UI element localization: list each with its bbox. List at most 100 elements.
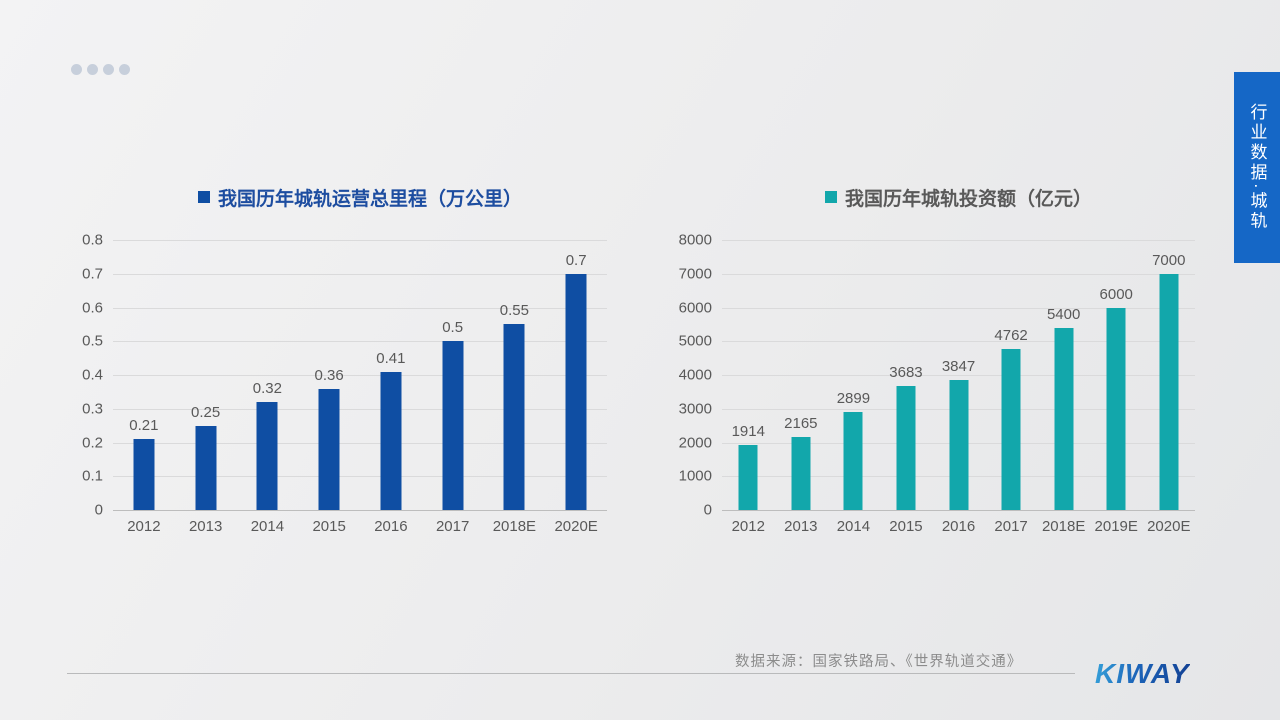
side-tab-industry-data: 行业数据·城轨 xyxy=(1234,72,1280,263)
bar-slot: 0.36 xyxy=(298,240,360,510)
x-tick-label: 2017 xyxy=(994,518,1028,535)
data-source-note: 数据来源：国家铁路局、《世界轨道交通》 xyxy=(735,654,1023,670)
bar-slot: 0.41 xyxy=(360,240,422,510)
footer-divider xyxy=(67,673,1075,674)
plot-area: 0.21 0.25 0.32 0.36 0.41 0.5 0.55 0.7 xyxy=(113,240,607,511)
y-tick-label: 0.1 xyxy=(82,467,103,485)
bar-value-label: 4762 xyxy=(994,327,1028,345)
bar xyxy=(738,445,758,510)
pagination-dot xyxy=(71,64,82,75)
bar-slot: 0.32 xyxy=(237,240,299,510)
y-tick-label: 5000 xyxy=(678,332,712,350)
bar xyxy=(256,402,278,510)
bar-slot: 2899 xyxy=(827,240,880,510)
y-tick-label: 0.8 xyxy=(82,231,103,249)
x-tick-label: 2014 xyxy=(250,518,285,535)
x-tick-label: 2016 xyxy=(374,518,408,535)
y-tick-label: 7000 xyxy=(678,265,712,283)
bar-slot: 0.55 xyxy=(484,240,546,510)
bar-slots: 1914 2165 2899 3683 3847 4762 5400 6000 7000 xyxy=(722,240,1195,510)
x-tick-label: 2018E xyxy=(492,518,537,535)
gridline xyxy=(113,240,607,241)
y-tick-label: 0.4 xyxy=(82,366,103,384)
x-tick-label: 2013 xyxy=(784,518,818,535)
y-tick-label: 8000 xyxy=(678,231,712,249)
y-tick-label: 0.5 xyxy=(82,332,103,350)
y-tick-label: 4000 xyxy=(678,366,712,384)
y-axis: 0 1000 2000 3000 4000 5000 6000 7000 8000 xyxy=(670,232,722,519)
x-tick-label: 2018E xyxy=(1041,518,1086,535)
chart-title: 我国历年城轨运营总里程（万公里） xyxy=(113,182,607,212)
gridline xyxy=(113,307,607,309)
bar-slot: 3847 xyxy=(932,240,985,510)
bar xyxy=(843,412,863,510)
bar xyxy=(195,425,217,510)
y-tick-label: 1000 xyxy=(678,467,712,485)
bar-slot: 2165 xyxy=(775,240,828,510)
bar-value-label: 1914 xyxy=(731,423,765,441)
bar-value-label: 0.5 xyxy=(442,319,464,337)
y-tick-label: 0.6 xyxy=(82,299,103,316)
plot-area: 1914 2165 2899 3683 3847 4762 5400 6000 7000 xyxy=(722,240,1195,511)
bar xyxy=(1054,327,1074,510)
bar-slot: 3683 xyxy=(880,240,933,510)
y-tick-label: 0 xyxy=(94,501,103,519)
bar xyxy=(565,273,587,510)
x-tick-label: 2014 xyxy=(836,518,871,535)
gridline xyxy=(722,273,1195,275)
x-tick-label: 2015 xyxy=(889,518,923,535)
bar xyxy=(949,380,969,510)
pagination-dot xyxy=(87,64,98,75)
y-tick-label: 2000 xyxy=(678,434,712,451)
bar-slot: 0.21 xyxy=(113,240,175,510)
gridline xyxy=(113,408,607,410)
bar xyxy=(503,324,525,510)
bar-slot: 0.7 xyxy=(545,240,607,510)
x-tick-label: 2020E xyxy=(554,518,598,535)
x-tick-label: 2015 xyxy=(312,518,346,535)
x-tick-label: 2012 xyxy=(127,518,161,535)
bar-slot: 0.25 xyxy=(175,240,237,510)
pagination-dot xyxy=(119,64,130,75)
x-axis: 2012 2013 2014 2015 2016 2017 2018E 2019E 2020E xyxy=(722,518,1195,535)
chart-urban-rail-investment: 我国历年城轨投资额（亿元） 0 1000 2000 3000 4000 5000 6000 7… xyxy=(670,182,1195,535)
gridline xyxy=(113,375,607,376)
gridline xyxy=(722,307,1195,309)
gridline xyxy=(113,341,607,343)
gridline xyxy=(113,476,607,478)
bar-value-label: 0.32 xyxy=(252,380,282,397)
y-tick-label: 0 xyxy=(703,501,712,519)
x-axis: 2012 2013 2014 2015 2016 2017 2018E 2020E xyxy=(113,518,607,535)
bar-slot: 0.5 xyxy=(422,240,484,510)
bar-value-label: 2899 xyxy=(836,390,871,408)
pagination-dot xyxy=(103,64,114,75)
bar-slot: 5400 xyxy=(1037,240,1090,510)
bar xyxy=(133,439,155,510)
y-tick-label: 0.3 xyxy=(82,400,103,418)
bar-value-label: 3847 xyxy=(941,358,976,376)
bar-value-label: 0.41 xyxy=(376,349,406,367)
chart-body: 0 1000 2000 3000 4000 5000 6000 7000 8000 1914 21… xyxy=(670,232,1195,519)
pagination-dots xyxy=(71,64,130,75)
gridline xyxy=(113,273,607,275)
bar-slots: 0.21 0.25 0.32 0.36 0.41 0.5 0.55 0.7 xyxy=(113,240,607,510)
gridline xyxy=(722,240,1195,241)
legend-swatch-icon xyxy=(197,191,210,203)
bar-value-label: 2165 xyxy=(784,414,818,432)
y-tick-label: 0.7 xyxy=(82,265,103,283)
y-tick-label: 3000 xyxy=(678,400,712,418)
bar-value-label: 6000 xyxy=(1099,285,1133,303)
gridline xyxy=(722,341,1195,343)
gridline xyxy=(722,375,1195,376)
bar-value-label: 7000 xyxy=(1152,251,1186,269)
y-axis: 0 0.1 0.2 0.3 0.4 0.5 0.6 0.7 0.8 xyxy=(75,232,113,519)
chart-urban-rail-mileage: 我国历年城轨运营总里程（万公里） 0 0.1 0.2 0.3 0.4 0.5 0.6 0.7 0… xyxy=(75,182,607,535)
bar-value-label: 0.21 xyxy=(129,417,159,435)
x-tick-label: 2012 xyxy=(731,518,765,535)
legend-swatch-icon xyxy=(824,191,837,203)
bar xyxy=(1106,307,1126,510)
bar-value-label: 0.36 xyxy=(314,366,344,384)
chart-title: 我国历年城轨投资额（亿元） xyxy=(722,182,1195,212)
bar-slot: 1914 xyxy=(722,240,775,510)
bar xyxy=(442,341,464,510)
